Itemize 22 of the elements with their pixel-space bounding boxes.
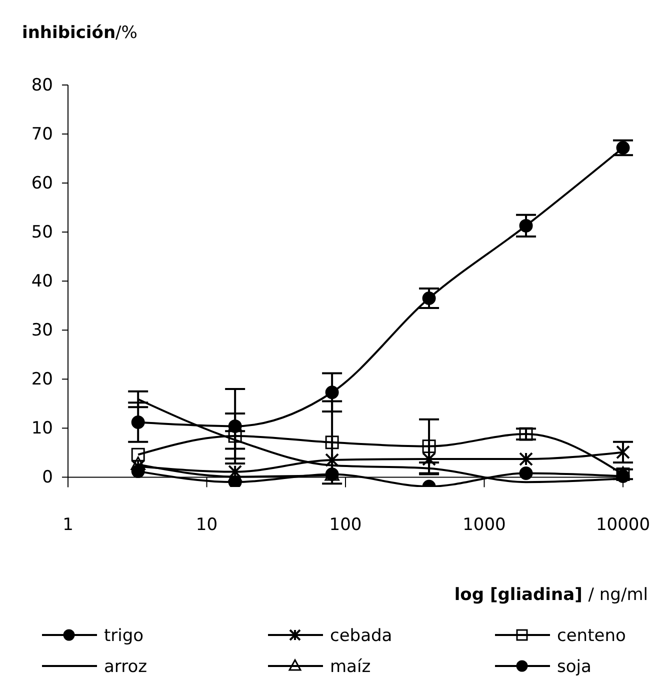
legend-label: cebada <box>330 626 392 646</box>
y-tick-label: 80 <box>31 75 53 96</box>
legend-label: arroz <box>104 657 148 677</box>
y-tick-label: 60 <box>31 173 53 194</box>
y-tick-label: 0 <box>42 468 53 488</box>
y-tick-label: 70 <box>31 124 53 144</box>
legend-label: maíz <box>330 657 371 677</box>
y-tick-label: 30 <box>31 320 53 341</box>
x-tick-label: 10000 <box>596 515 650 535</box>
x-tick-label: 1 <box>62 515 74 535</box>
legend-label: trigo <box>104 626 144 646</box>
y-tick-label: 20 <box>31 370 53 390</box>
y-tick-label: 10 <box>31 418 53 439</box>
x-tick-label: 10 <box>196 515 218 535</box>
legend-label: soja <box>557 657 592 677</box>
y-axis-title: inhibición/% <box>22 23 138 43</box>
y-tick-label: 50 <box>31 222 53 243</box>
y-tick-label: 40 <box>31 272 53 292</box>
x-tick-label: 1000 <box>462 515 506 535</box>
legend-label: centeno <box>557 626 626 646</box>
x-tick-label: 100 <box>329 515 362 535</box>
x-axis-title: log [gliadina] / ng/ml <box>454 585 648 605</box>
